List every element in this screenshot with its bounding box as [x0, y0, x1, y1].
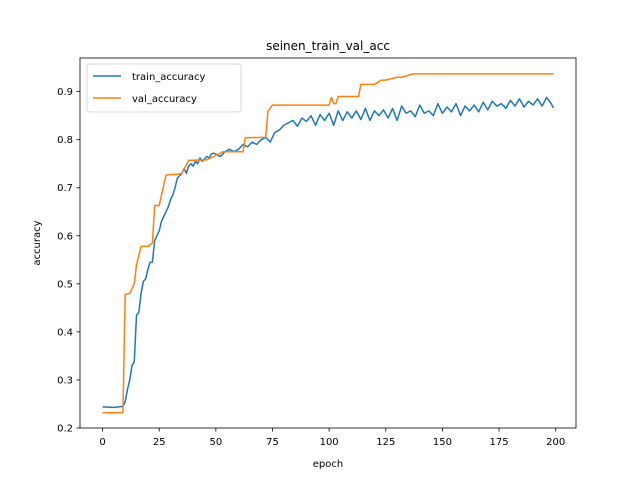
x-tick-label: 0	[99, 437, 105, 448]
x-axis-ticks: 0 25 50 75 100 125 150 175 200	[99, 428, 565, 448]
y-tick-label: 0.9	[57, 87, 73, 98]
x-tick-label: 175	[490, 437, 509, 448]
x-tick-label: 75	[266, 437, 279, 448]
x-tick-label: 25	[153, 437, 166, 448]
x-axis-label: epoch	[313, 459, 343, 470]
legend-box	[86, 63, 242, 113]
x-tick-label: 100	[320, 437, 339, 448]
series-line-train_accuracy	[102, 96, 555, 409]
series-layer	[102, 73, 555, 414]
y-tick-label: 0.8	[57, 135, 73, 146]
y-tick-label: 0.7	[57, 183, 73, 194]
x-tick-label: 200	[546, 437, 565, 448]
y-tick-label: 0.2	[57, 424, 73, 435]
x-tick-label: 50	[209, 437, 222, 448]
legend: train_accuracy val_accuracy	[86, 63, 242, 113]
legend-label-val: val_accuracy	[132, 94, 197, 105]
y-tick-label: 0.4	[57, 327, 73, 338]
x-tick-label: 150	[433, 437, 452, 448]
plot-frame	[79, 57, 577, 429]
y-axis-ticks: 0.2 0.3 0.4 0.5 0.6 0.7 0.8 0.9	[57, 87, 80, 435]
legend-label-train: train_accuracy	[132, 72, 205, 83]
chart-title: seinen_train_val_acc	[266, 39, 390, 53]
y-tick-label: 0.3	[57, 375, 73, 386]
series-line-val_accuracy	[102, 73, 554, 414]
y-axis-label: accuracy	[32, 220, 43, 265]
x-tick-label: 125	[376, 437, 395, 448]
y-tick-label: 0.5	[57, 279, 73, 290]
y-tick-label: 0.6	[57, 231, 73, 242]
